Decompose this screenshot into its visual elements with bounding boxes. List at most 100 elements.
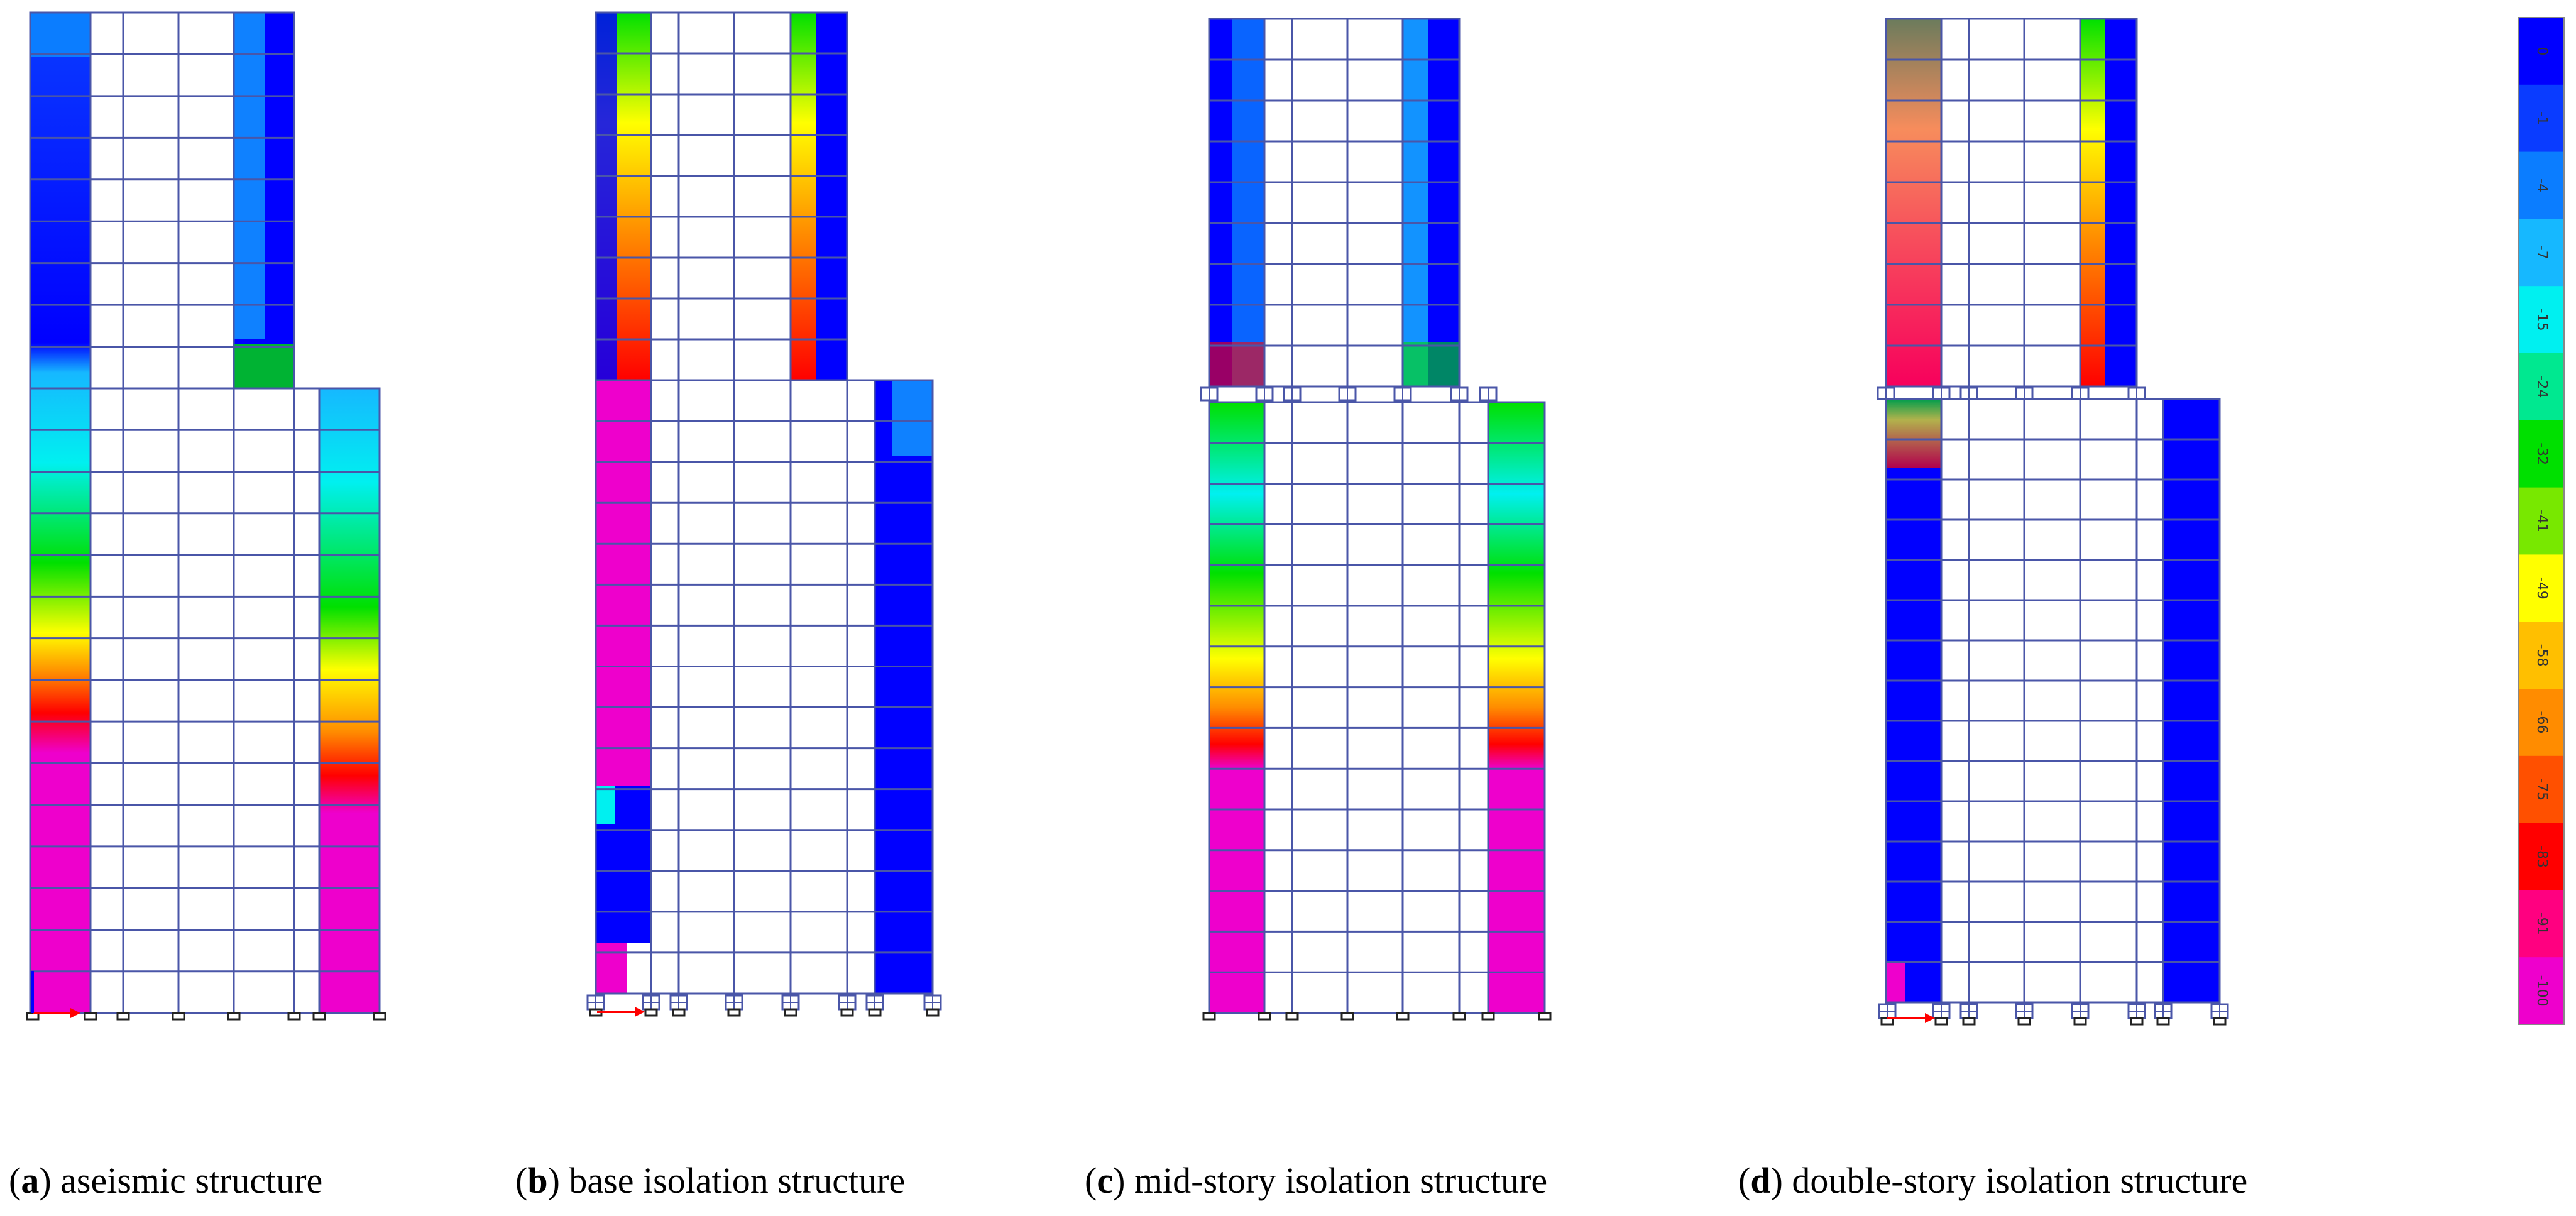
- panel-b-lower-left-core-cyan: [596, 786, 615, 824]
- panel-d-support: [1934, 1017, 1948, 1026]
- colorbar-segment: [2519, 957, 2564, 1025]
- colorbar-tick-label: -66: [2534, 711, 2550, 733]
- panel-d-lower-left-core: [1886, 399, 1941, 1002]
- colorbar-segment: [2519, 823, 2564, 891]
- panel-a-support: [172, 1012, 185, 1021]
- panel-c-upper-right-wall-base: [1403, 342, 1459, 386]
- colorbar-tick-label: -4: [2534, 178, 2550, 192]
- colorbar-segment: [2519, 622, 2564, 689]
- colorbar-segment: [2519, 286, 2564, 354]
- colorbar-segment: [2519, 84, 2564, 153]
- panel-a-support: [373, 1012, 386, 1021]
- panel-d-x-axis-arrowhead: [1925, 1013, 1935, 1023]
- caption-d: (d) double-story isolation structure: [1738, 1160, 2248, 1201]
- panel-b-lower-left-core-base: [596, 943, 627, 994]
- colorbar-border: [2518, 17, 2565, 1025]
- colorbar-tick-label: -15: [2534, 309, 2550, 331]
- panel-b-support: [644, 1008, 658, 1017]
- panel-d-support: [2073, 1017, 2087, 1026]
- panel-b-upper-left-core-cool: [596, 13, 617, 380]
- panel-a-support: [287, 1012, 301, 1021]
- panel-a-support: [116, 1012, 130, 1021]
- panel-c-support: [1396, 1012, 1410, 1021]
- colorbar-tick-label: -91: [2534, 912, 2550, 935]
- panel-d-lower-right-wall: [2163, 399, 2220, 1002]
- panel-d-isolators: [1877, 386, 2229, 1026]
- colorbar-segment: [2519, 420, 2564, 488]
- panel-b-isolators: [586, 994, 942, 1017]
- panel-d-lower-left-core-base: [1886, 961, 1905, 1002]
- panel-b-lower-right-wall-top: [892, 380, 933, 456]
- panel-a-support: [227, 1012, 241, 1021]
- panel-d-support: [1962, 1017, 1976, 1026]
- colorbar-tick-label: -49: [2534, 577, 2550, 600]
- colorbar-tick-label: -75: [2534, 778, 2550, 801]
- panel-b-x-axis-arrowhead: [635, 1007, 645, 1017]
- panel-c-support: [1258, 1012, 1271, 1021]
- colorbar-segment: [2519, 18, 2564, 85]
- panel-c-upper-left-core-contour: [1232, 19, 1264, 386]
- panel-c-support: [1340, 1012, 1354, 1021]
- panel-b-support: [926, 1008, 940, 1017]
- panel-c-support: [1538, 1012, 1552, 1021]
- panel-d-lower-left-core-hot: [1886, 399, 1941, 468]
- panel-b-lower-right-wall: [875, 380, 933, 994]
- panel-a-diagram: [26, 11, 386, 1021]
- colorbar-segment: [2519, 219, 2564, 287]
- colorbar-tick-label: 0: [2534, 47, 2550, 55]
- caption-b: (b) base isolation structure: [515, 1160, 906, 1201]
- panel-c-lower-left-core: [1209, 402, 1264, 1013]
- panel-d-support: [2130, 1017, 2144, 1026]
- colorbar-segment: [2519, 554, 2564, 623]
- colorbar-tick-label: -83: [2534, 845, 2550, 868]
- panel-c-support: [1285, 1012, 1299, 1021]
- panel-a-lower-right-wall: [319, 388, 380, 1013]
- panel-b-support: [784, 1008, 797, 1017]
- caption-c: (c) mid-story isolation structure: [1085, 1160, 1548, 1201]
- panel-a-x-axis-arrowhead: [70, 1008, 80, 1018]
- panel-b-upper-right-wall-hot: [791, 13, 816, 380]
- panel-b-diagram: [586, 11, 942, 1017]
- panel-c-upper-right-wall-contour: [1403, 19, 1428, 386]
- panel-c-grid: [1208, 18, 1546, 1014]
- panel-d-upper-left-core-contour: [1886, 19, 1941, 386]
- panel-c-support: [1481, 1012, 1495, 1021]
- panel-d-grid: [1885, 18, 2221, 1004]
- panel-d-support: [2156, 1017, 2170, 1026]
- colorbar-tick-label: -7: [2534, 246, 2550, 260]
- colorbar-segment: [2519, 353, 2564, 421]
- panel-a-upper-right-wall-contour: [234, 13, 265, 339]
- caption-a: (a) aseismic structure: [9, 1160, 323, 1201]
- panel-a-grid: [29, 11, 381, 1014]
- panel-a-supports: [26, 1012, 386, 1021]
- panel-b-lower-left-core: [596, 380, 651, 786]
- panel-a-support: [84, 1012, 97, 1021]
- panel-c-lower-right-wall: [1488, 402, 1545, 1013]
- colorbar-segment: [2519, 689, 2564, 757]
- colorbar-tick-label: -32: [2534, 442, 2550, 465]
- panel-d-support: [2017, 1017, 2031, 1026]
- colorbar-segment: [2519, 151, 2564, 220]
- panel-b-grid: [595, 11, 934, 995]
- colorbar-segment: [2519, 755, 2564, 824]
- panel-a-left-core-top: [30, 13, 90, 57]
- panel-b-support: [727, 1008, 741, 1017]
- panel-b-support: [672, 1008, 686, 1017]
- panel-c-support: [1202, 1012, 1216, 1021]
- panel-c-upper-left-core-base: [1209, 342, 1264, 386]
- panel-d-support: [2213, 1017, 2227, 1026]
- panel-b-support: [840, 1008, 854, 1017]
- colorbar-tick-label: -58: [2534, 644, 2550, 667]
- panel-c-diagram: [1200, 18, 1552, 1021]
- panel-c-isolators: [1200, 386, 1552, 1021]
- panel-a-upper-right-wall-base: [234, 344, 294, 388]
- panel-d-diagram: [1877, 18, 2229, 1026]
- colorbar-tick-label: -41: [2534, 510, 2550, 532]
- colorbar-segment: [2519, 487, 2564, 556]
- stress-colorbar: 0 -1 -4 -7 -15 -24 -32 -41 -49 -58 -66 -75 -83 -91 -10…: [2518, 17, 2565, 1025]
- panel-a-support: [312, 1012, 326, 1021]
- colorbar-tick-label: -24: [2534, 375, 2550, 398]
- colorbar-segment: [2519, 890, 2564, 958]
- panel-c-support: [1452, 1012, 1466, 1021]
